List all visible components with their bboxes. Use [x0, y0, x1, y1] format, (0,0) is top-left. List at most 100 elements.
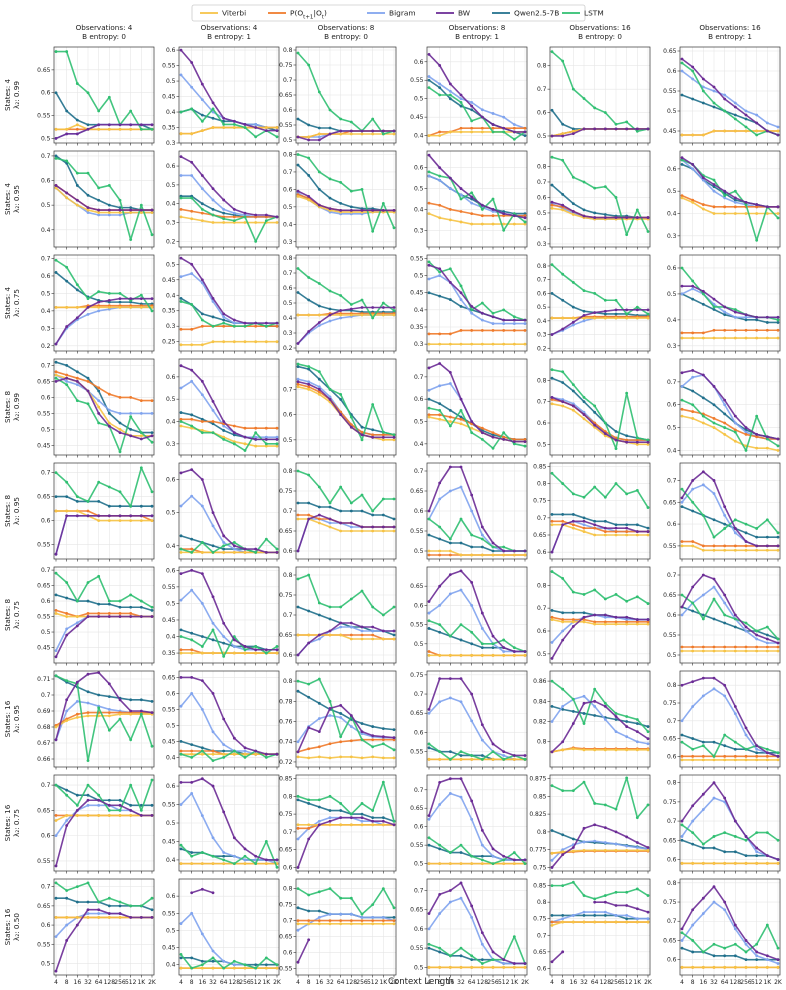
series-line: [297, 306, 394, 345]
data-point: [339, 392, 343, 396]
data-point: [765, 754, 769, 758]
data-point: [328, 816, 332, 820]
data-point: [691, 747, 695, 751]
data-point: [75, 118, 79, 122]
data-point: [360, 819, 364, 823]
y-tick-label: 0.4: [166, 634, 176, 641]
data-point: [765, 121, 769, 125]
data-point: [491, 197, 495, 201]
data-point: [118, 803, 122, 807]
series-bw: [54, 376, 154, 441]
data-point: [264, 444, 268, 448]
data-point: [733, 336, 737, 340]
data-point: [179, 550, 183, 554]
data-point: [733, 747, 737, 751]
data-point: [550, 570, 554, 573]
data-point: [222, 858, 226, 862]
y-tick-label: 0.8: [537, 582, 547, 589]
data-point: [635, 533, 639, 537]
y-tick-label: 0.65: [37, 67, 51, 74]
data-point: [733, 308, 737, 311]
data-point: [582, 620, 586, 624]
y-tick-label: 0.7: [41, 567, 51, 574]
data-point: [360, 509, 364, 513]
data-point: [755, 446, 759, 450]
data-point: [360, 589, 364, 593]
data-point: [723, 129, 727, 133]
data-point: [723, 336, 727, 340]
data-point: [129, 396, 133, 399]
data-point: [139, 712, 143, 716]
data-point: [480, 653, 484, 657]
data-point: [371, 816, 375, 820]
data-point: [776, 751, 780, 755]
y-tick-label: 0.6: [667, 753, 677, 760]
series-line: [428, 261, 526, 321]
data-point: [448, 549, 452, 553]
data-point: [75, 283, 79, 287]
data-point: [744, 125, 748, 129]
data-point: [459, 408, 463, 412]
gridlines: [54, 359, 154, 455]
data-point: [723, 527, 727, 530]
data-point: [254, 749, 258, 753]
data-point: [571, 620, 575, 624]
data-point: [776, 754, 780, 758]
data-point: [561, 400, 565, 404]
data-point: [723, 601, 727, 605]
data-point: [438, 417, 442, 421]
data-point: [328, 387, 332, 391]
y-tick-label: 0.7: [41, 782, 51, 789]
data-point: [765, 641, 769, 645]
data-point: [614, 748, 618, 752]
y-tick-label: 0.4: [537, 318, 547, 325]
series-line: [552, 128, 648, 137]
data-point: [296, 577, 300, 581]
data-point: [470, 420, 474, 423]
y-tick-label: 0.8: [537, 481, 547, 488]
data-point: [571, 305, 575, 309]
y-tick-label: 0.4: [166, 201, 176, 208]
data-point: [150, 519, 154, 522]
data-point: [733, 212, 737, 215]
series-lstm: [550, 155, 650, 237]
data-point: [550, 316, 554, 320]
y-tick-label: 0.5: [283, 204, 293, 211]
data-point: [582, 97, 586, 100]
data-point: [179, 417, 183, 421]
y-tick-label: 0.35: [162, 125, 176, 132]
data-point: [232, 215, 236, 219]
data-point: [200, 393, 204, 397]
data-point: [635, 748, 639, 752]
data-point: [723, 694, 727, 698]
data-point: [733, 117, 737, 121]
data-point: [593, 588, 597, 592]
data-point: [582, 413, 586, 416]
data-point: [86, 599, 90, 603]
data-point: [723, 212, 727, 215]
y-tick-label: 0.5: [41, 135, 51, 142]
data-point: [459, 588, 463, 592]
data-point: [360, 756, 364, 760]
y-tick-label: 0.35: [162, 650, 176, 657]
data-point: [448, 218, 452, 222]
data-point: [328, 517, 332, 521]
data-point: [502, 329, 506, 332]
data-point: [139, 305, 143, 309]
data-point: [129, 297, 133, 301]
legend-label: LSTM: [584, 9, 604, 18]
data-point: [150, 297, 154, 301]
panel: 0.20.30.40.50.60.70.8: [283, 254, 397, 354]
gridlines: [54, 47, 154, 143]
data-point: [448, 489, 452, 493]
data-point: [776, 531, 780, 535]
series-line: [681, 62, 779, 136]
y-tick-label: 0.65: [410, 583, 424, 590]
data-point: [550, 263, 554, 266]
data-point: [150, 123, 154, 127]
data-point: [744, 449, 748, 452]
data-point: [232, 749, 236, 753]
data-point: [222, 749, 226, 753]
data-point: [571, 320, 575, 324]
data-point: [129, 519, 133, 522]
